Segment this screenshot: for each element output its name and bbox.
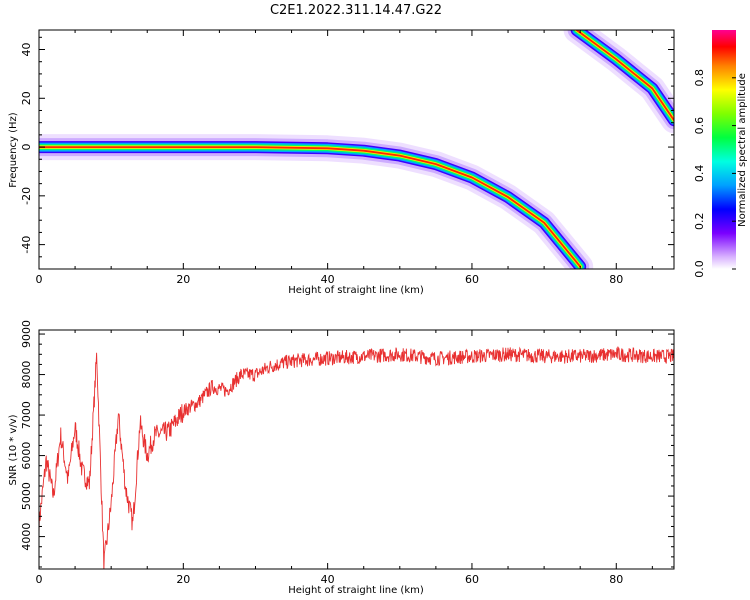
snr-x-tick-label: 0 bbox=[36, 573, 43, 586]
snr-panel: 0 20 40 60 80 4000 5000 6000 7000 8000 9000 Height… bbox=[8, 320, 675, 596]
snr-x-tick-label: 20 bbox=[176, 573, 190, 586]
spectrogram-y-tick-label: -40 bbox=[20, 236, 33, 254]
colorbar-ticks: 0.0 0.2 0.4 0.6 0.8 bbox=[693, 69, 736, 278]
colorbar: 0.0 0.2 0.4 0.6 0.8 Normalized spectral ampl… bbox=[693, 30, 748, 278]
spectrogram-ticks: 0 20 40 60 80 -40 -20 0 20 40 bbox=[20, 30, 674, 286]
snr-x-tick-label: 60 bbox=[465, 573, 479, 586]
spectrogram-x-tick-label: 80 bbox=[609, 273, 623, 286]
colorbar-tick-label: 0.6 bbox=[693, 117, 706, 135]
colorbar-tick-label: 0.8 bbox=[693, 69, 706, 87]
ridge-1-band-6 bbox=[575, 30, 674, 122]
snr-y-tick-label: 7000 bbox=[20, 401, 33, 429]
spectrogram-y-tick-label: 20 bbox=[20, 91, 33, 105]
spectrogram-y-tick-label: -20 bbox=[20, 187, 33, 205]
spectrogram-x-tick-label: 20 bbox=[176, 273, 190, 286]
colorbar-tick-label: 0.4 bbox=[693, 165, 706, 183]
spectrogram-panel: 0 20 40 60 80 -40 -20 0 20 40 Height of straight … bbox=[8, 29, 675, 296]
figure-title: C2E1.2022.311.14.47.G22 bbox=[270, 3, 442, 18]
snr-y-label: SNR (10 * v/v) bbox=[8, 414, 19, 485]
spectrogram-frame bbox=[38, 29, 675, 270]
spectrogram-y-tick-label: 40 bbox=[20, 43, 33, 57]
snr-x-label: Height of straight line (km) bbox=[288, 585, 424, 596]
snr-series-line bbox=[39, 346, 674, 569]
colorbar-tick-label: 0.0 bbox=[693, 260, 706, 278]
colorbar-label: Normalized spectral amplitude bbox=[737, 73, 748, 227]
spectrogram-x-tick-label: 60 bbox=[465, 273, 479, 286]
colorbar-tick-label: 0.2 bbox=[693, 212, 706, 230]
snr-plot-area bbox=[39, 330, 674, 569]
colorbar-gradient bbox=[712, 30, 736, 269]
spectrogram-x-label: Height of straight line (km) bbox=[288, 285, 424, 296]
snr-y-tick-label: 5000 bbox=[20, 482, 33, 510]
snr-y-tick-label: 6000 bbox=[20, 442, 33, 470]
spectrogram-x-tick-label: 40 bbox=[321, 273, 335, 286]
snr-x-tick-label: 80 bbox=[609, 573, 623, 586]
spectrogram-x-tick-label: 0 bbox=[36, 273, 43, 286]
snr-y-tick-label: 9000 bbox=[20, 320, 33, 348]
spectrogram-y-tick-label: 0 bbox=[20, 144, 33, 151]
ridge-0-band-6 bbox=[39, 146, 582, 268]
snr-x-tick-label: 40 bbox=[321, 573, 335, 586]
snr-frame bbox=[38, 329, 675, 570]
spectrogram-ridges bbox=[39, 30, 674, 269]
snr-y-tick-label: 4000 bbox=[20, 523, 33, 551]
spectrogram-y-label: Frequency (Hz) bbox=[8, 112, 19, 188]
snr-y-tick-label: 8000 bbox=[20, 361, 33, 389]
